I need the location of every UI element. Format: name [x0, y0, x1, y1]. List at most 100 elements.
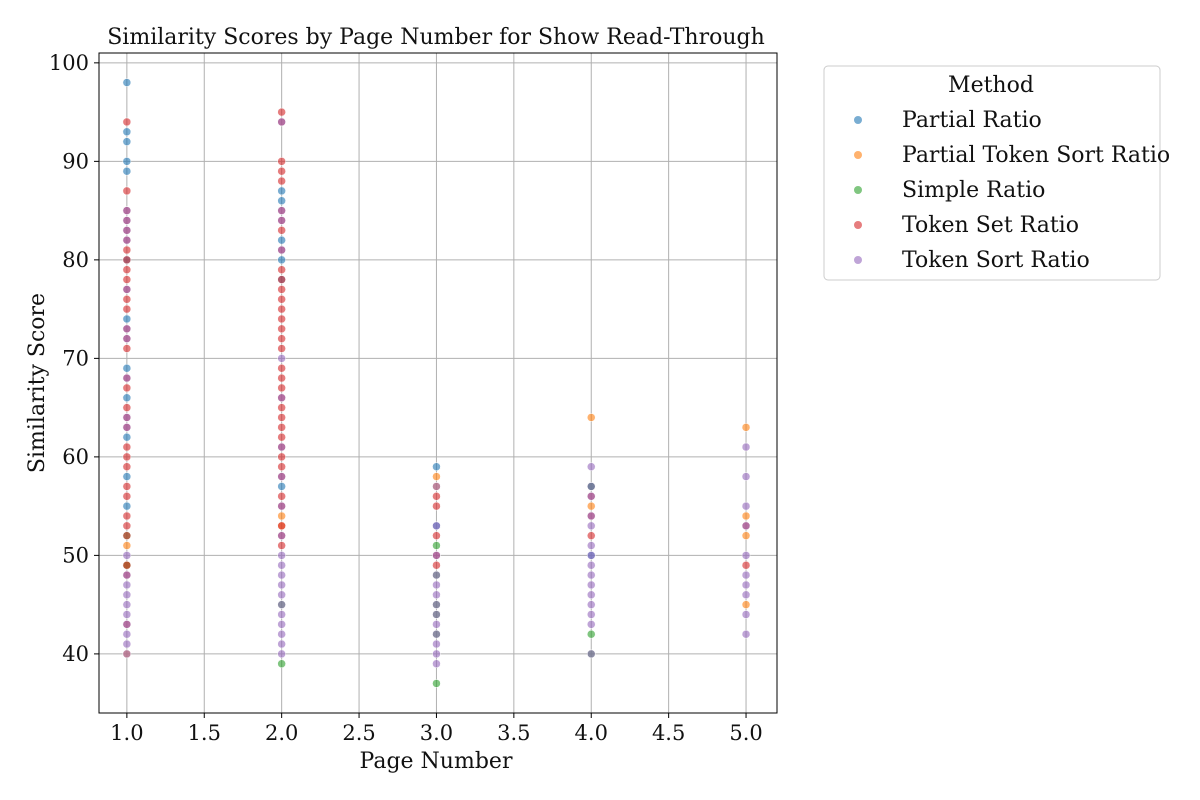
point-simple-ratio	[432, 679, 441, 688]
point-token-sort-ratio	[586, 511, 596, 521]
point-token-sort-ratio	[122, 334, 132, 343]
point-token-sort-ratio	[432, 610, 441, 619]
point-token-set-ratio	[432, 560, 441, 570]
x-tick-label: 5.0	[729, 721, 762, 745]
point-token-set-ratio	[122, 383, 132, 393]
point-partial-ratio	[432, 462, 441, 471]
point-token-sort-ratio	[741, 610, 751, 619]
point-token-set-ratio	[122, 295, 132, 304]
legend-label-simple-ratio: Simple Ratio	[902, 178, 1045, 203]
point-token-sort-ratio	[277, 639, 286, 649]
y-axis-label: Similarity Score	[25, 293, 50, 473]
legend-marker-token-sort-ratio	[854, 256, 862, 264]
point-token-sort-ratio	[741, 521, 751, 531]
point-token-sort-ratio	[277, 629, 286, 639]
y-tick-label: 60	[62, 445, 89, 469]
legend-marker-simple-ratio	[854, 186, 862, 194]
point-simple-ratio	[586, 629, 596, 639]
point-partial-ratio	[122, 393, 132, 403]
point-partial-token-sort-ratio	[741, 600, 751, 609]
point-token-sort-ratio	[586, 620, 596, 629]
point-token-set-ratio	[122, 304, 132, 314]
point-token-sort-ratio	[277, 649, 286, 659]
point-token-sort-ratio	[432, 620, 441, 629]
point-token-sort-ratio	[432, 590, 441, 600]
point-partial-ratio	[277, 235, 286, 245]
point-token-set-ratio	[122, 442, 132, 452]
point-token-set-ratio	[277, 157, 286, 166]
axis-ticks: 1.0 1.5 2.0 2.5 3.0 3.5 4.0 4.5 5.0 40 50 60 70 80 90 1…	[49, 51, 763, 745]
point-token-sort-ratio	[277, 560, 286, 570]
point-partial-ratio	[277, 186, 286, 196]
y-tick-label: 50	[62, 543, 89, 567]
point-token-sort-ratio	[586, 649, 596, 659]
point-token-sort-ratio	[277, 570, 286, 580]
point-token-set-ratio	[122, 275, 132, 284]
y-tick-label: 40	[62, 642, 89, 666]
point-token-set-ratio	[277, 265, 286, 274]
point-token-sort-ratio	[122, 235, 132, 245]
legend-label-token-sort-ratio: Token Sort Ratio	[902, 248, 1090, 273]
x-tick-label: 4.0	[575, 721, 608, 745]
point-token-set-ratio	[277, 226, 286, 235]
point-token-sort-ratio	[586, 570, 596, 580]
point-token-sort-ratio	[122, 639, 132, 649]
x-tick-label: 4.5	[652, 721, 685, 745]
point-token-sort-ratio	[122, 206, 132, 215]
point-token-sort-ratio	[741, 501, 751, 511]
point-token-sort-ratio	[432, 629, 441, 639]
point-token-sort-ratio	[122, 570, 132, 580]
point-token-sort-ratio	[122, 600, 132, 609]
point-partial-token-sort-ratio	[586, 501, 596, 511]
legend-label-partial-token-sort-ratio: Partial Token Sort Ratio	[902, 143, 1170, 168]
point-token-set-ratio	[277, 295, 286, 304]
point-token-set-ratio	[277, 413, 286, 422]
legend-marker-token-set-ratio	[854, 221, 862, 229]
point-token-sort-ratio	[586, 610, 596, 619]
legend-box	[823, 65, 1161, 281]
point-token-sort-ratio	[277, 600, 286, 609]
point-token-set-ratio	[432, 501, 441, 511]
point-token-set-ratio	[277, 107, 286, 117]
point-token-sort-ratio	[277, 117, 286, 127]
point-token-set-ratio	[277, 344, 286, 353]
data-points	[122, 78, 751, 688]
point-token-sort-ratio	[122, 216, 132, 225]
point-token-set-ratio	[277, 176, 286, 186]
x-axis-label: Page Number	[360, 749, 513, 774]
point-token-set-ratio	[277, 314, 286, 324]
point-token-sort-ratio	[432, 600, 441, 609]
plot-frame	[98, 52, 778, 714]
point-token-sort-ratio	[122, 610, 132, 619]
x-tick-label: 3.0	[420, 721, 453, 745]
point-token-set-ratio	[122, 492, 132, 501]
point-token-sort-ratio	[432, 521, 441, 531]
point-token-sort-ratio	[586, 580, 596, 590]
point-token-set-ratio	[277, 403, 286, 412]
point-token-sort-ratio	[122, 324, 132, 334]
point-partial-ratio	[122, 157, 132, 166]
point-token-sort-ratio	[277, 354, 286, 363]
point-token-sort-ratio	[586, 541, 596, 550]
point-token-set-ratio	[122, 560, 132, 570]
point-token-sort-ratio	[432, 639, 441, 649]
y-tick-label: 90	[62, 149, 89, 173]
point-partial-token-sort-ratio	[122, 541, 132, 550]
point-token-set-ratio	[277, 492, 286, 501]
point-token-set-ratio	[432, 531, 441, 540]
point-token-sort-ratio	[277, 610, 286, 619]
point-partial-ratio	[122, 314, 132, 324]
point-token-sort-ratio	[122, 620, 132, 629]
point-partial-ratio	[122, 78, 132, 87]
point-token-sort-ratio	[277, 245, 286, 255]
point-token-sort-ratio	[741, 442, 751, 452]
point-token-sort-ratio	[277, 393, 286, 403]
point-partial-ratio	[122, 127, 132, 137]
point-token-set-ratio	[277, 373, 286, 383]
point-token-sort-ratio	[741, 472, 751, 481]
point-token-sort-ratio	[277, 442, 286, 452]
point-token-sort-ratio	[277, 580, 286, 590]
point-partial-ratio	[122, 501, 132, 511]
point-token-sort-ratio	[122, 551, 132, 560]
point-token-set-ratio	[122, 265, 132, 274]
